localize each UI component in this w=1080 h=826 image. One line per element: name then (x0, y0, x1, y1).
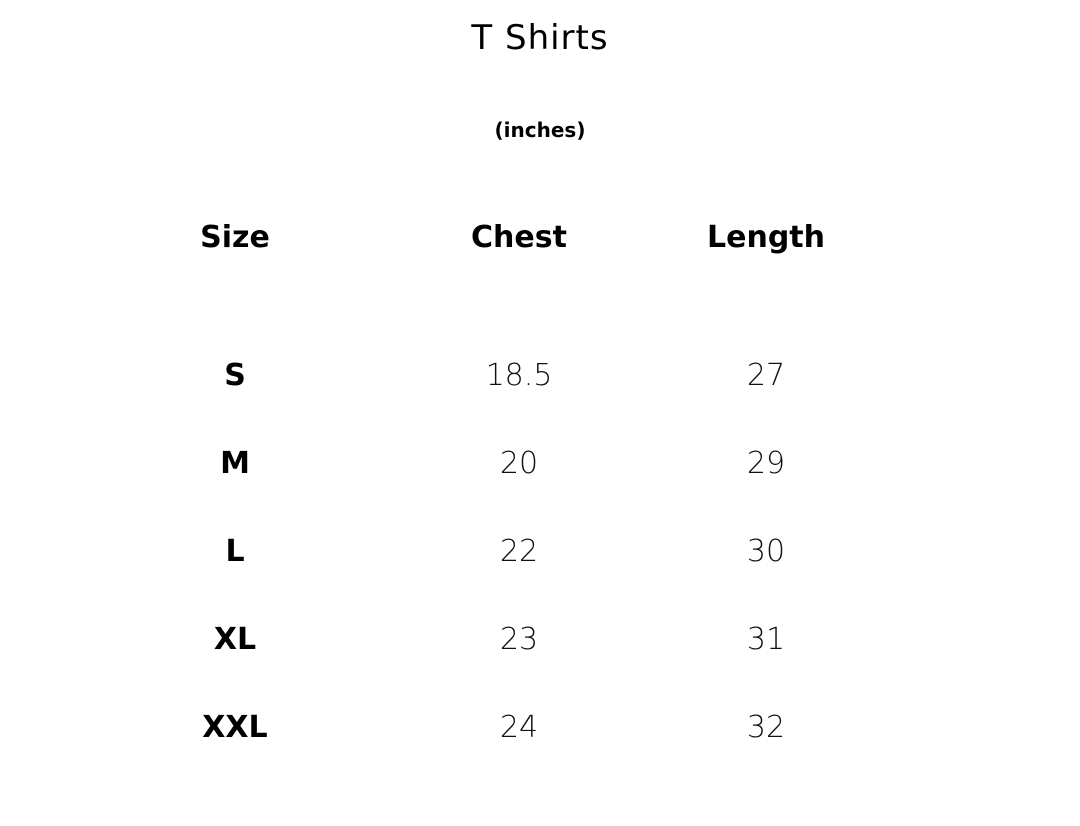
length-cell: 30 (746, 534, 786, 569)
page-title: T Shirts (471, 18, 609, 58)
size-cell: XXL (202, 710, 268, 745)
length-cell: 27 (746, 358, 786, 393)
chest-cell: 24 (499, 710, 539, 745)
size-cell: M (220, 446, 250, 481)
chest-cell: 20 (499, 446, 539, 481)
column-header-chest: Chest (471, 220, 567, 255)
size-cell: L (225, 534, 245, 569)
chest-cell: 22 (499, 534, 539, 569)
length-cell: 29 (746, 446, 786, 481)
column-header-size: Size (200, 220, 270, 255)
length-cell: 32 (746, 710, 786, 745)
chest-cell: 18.5 (485, 358, 553, 393)
column-header-length: Length (707, 220, 825, 255)
chest-cell: 23 (499, 622, 539, 657)
size-cell: XL (213, 622, 257, 657)
length-cell: 31 (746, 622, 786, 657)
unit-label: (inches) (494, 118, 586, 142)
size-cell: S (224, 358, 246, 393)
